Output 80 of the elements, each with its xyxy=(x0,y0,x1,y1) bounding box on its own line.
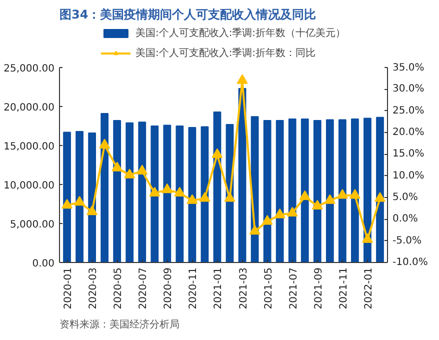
point xyxy=(262,215,273,225)
point xyxy=(212,148,223,158)
bar xyxy=(63,132,71,262)
x-tick-label: 2021-07 xyxy=(288,267,300,310)
point xyxy=(286,206,298,216)
bar xyxy=(364,118,372,262)
bar xyxy=(326,119,334,262)
point xyxy=(149,186,160,197)
y2-tick-label: 15.0% xyxy=(392,148,424,160)
x-tick-label: 2021-01 xyxy=(213,267,224,310)
bar xyxy=(188,127,196,262)
point xyxy=(374,192,386,202)
bar xyxy=(76,130,84,262)
point xyxy=(99,138,110,148)
bar xyxy=(163,124,172,262)
bar xyxy=(276,120,284,262)
y2-tick-label: 5.0% xyxy=(392,192,418,203)
chart-title: 图34：美国疫情期间个人可支配收入情况及同比 xyxy=(60,8,316,22)
y-tick-label: 20,000.00 xyxy=(4,102,55,114)
x-tick-label: 2022-01 xyxy=(363,267,374,310)
y2-tick-label: 10.0% xyxy=(392,170,424,182)
point xyxy=(324,194,336,204)
y2-tick-label: 25.0% xyxy=(392,105,424,116)
bar xyxy=(88,132,96,262)
x-tick-label: 2021-03 xyxy=(238,267,250,310)
y2-tick-label: -5.0% xyxy=(392,235,422,246)
y-tick-label: 5,000.00 xyxy=(10,220,54,230)
x-tick-label: 2020-07 xyxy=(138,267,150,310)
y-tick-label: 25,000.00 xyxy=(4,64,55,74)
x-tick-label: 2020-05 xyxy=(113,267,124,310)
y-tick-label: 10,000.00 xyxy=(4,180,55,192)
point xyxy=(136,164,148,174)
text: 资料来源：美国经济分析局 xyxy=(60,318,180,330)
point xyxy=(62,199,73,209)
point xyxy=(124,168,136,178)
bar xyxy=(176,126,184,262)
bar xyxy=(138,122,146,262)
legend-label: 美国:个人可支配收入:季调:折年数（十亿美元） xyxy=(135,26,346,40)
point xyxy=(174,186,186,197)
x-tick-label: 2020-11 xyxy=(188,267,200,310)
point xyxy=(299,190,310,200)
bar xyxy=(126,122,134,262)
x-tick-label: 2020-01 xyxy=(63,267,74,310)
bar xyxy=(288,118,296,262)
bar xyxy=(150,126,159,262)
point xyxy=(74,196,86,206)
point xyxy=(224,192,236,202)
point xyxy=(162,183,173,194)
x-tick-label: 2021-11 xyxy=(338,267,350,310)
y2-tick-label: 35.0% xyxy=(392,62,424,74)
y2-tick-label: 0.0% xyxy=(392,214,418,225)
point xyxy=(274,208,286,218)
y-tick-label: 0.00 xyxy=(32,258,54,270)
bar xyxy=(376,116,384,262)
point xyxy=(249,225,260,235)
point xyxy=(186,194,198,204)
x-tick-label: 2020-03 xyxy=(88,267,100,310)
bar xyxy=(351,118,359,262)
bar xyxy=(263,120,272,262)
bar xyxy=(338,119,346,262)
point xyxy=(362,233,373,243)
y-tick-label: 15,000.00 xyxy=(4,142,55,152)
point xyxy=(349,189,360,199)
point xyxy=(312,200,323,210)
point xyxy=(336,189,348,199)
bar xyxy=(113,120,122,262)
y2-tick-label: -10.0% xyxy=(392,257,428,268)
point xyxy=(112,162,123,172)
legend-label: 美国:个人可支配收入:季调:折年数：同比 xyxy=(135,46,316,60)
bar xyxy=(300,118,309,262)
x-tick-label: 2021-09 xyxy=(313,267,324,310)
x-tick-label: 2021-05 xyxy=(263,267,274,310)
bar xyxy=(313,120,322,262)
point xyxy=(199,192,210,202)
point xyxy=(236,74,248,84)
y2-tick-label: 20.0% xyxy=(392,127,424,138)
x-tick-label: 2020-09 xyxy=(163,267,174,310)
y2-tick-label: 30.0% xyxy=(392,84,424,95)
point xyxy=(86,206,98,216)
bar xyxy=(100,113,109,262)
